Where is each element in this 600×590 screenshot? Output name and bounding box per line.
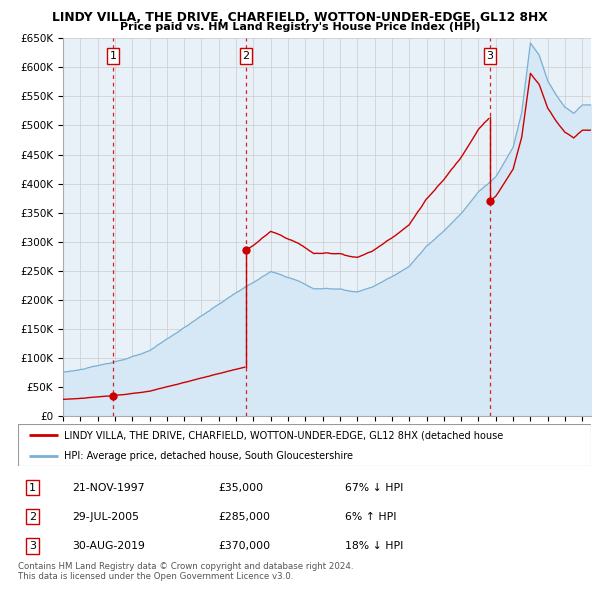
Text: 1: 1 [29,483,36,493]
FancyBboxPatch shape [18,424,591,466]
Text: £370,000: £370,000 [218,541,271,551]
Text: 2: 2 [29,512,36,522]
Text: 3: 3 [487,51,493,61]
Text: LINDY VILLA, THE DRIVE, CHARFIELD, WOTTON-UNDER-EDGE, GL12 8HX (detached house: LINDY VILLA, THE DRIVE, CHARFIELD, WOTTO… [64,430,503,440]
Text: LINDY VILLA, THE DRIVE, CHARFIELD, WOTTON-UNDER-EDGE, GL12 8HX: LINDY VILLA, THE DRIVE, CHARFIELD, WOTTO… [52,11,548,24]
Text: Price paid vs. HM Land Registry's House Price Index (HPI): Price paid vs. HM Land Registry's House … [120,22,480,32]
Text: Contains HM Land Registry data © Crown copyright and database right 2024.
This d: Contains HM Land Registry data © Crown c… [18,562,353,581]
Text: 2: 2 [242,51,250,61]
Text: 18% ↓ HPI: 18% ↓ HPI [344,541,403,551]
Text: £35,000: £35,000 [218,483,263,493]
Text: 6% ↑ HPI: 6% ↑ HPI [344,512,396,522]
Text: 67% ↓ HPI: 67% ↓ HPI [344,483,403,493]
Text: 1: 1 [110,51,116,61]
Text: £285,000: £285,000 [218,512,271,522]
Text: 3: 3 [29,541,36,551]
Text: 30-AUG-2019: 30-AUG-2019 [73,541,145,551]
Text: 21-NOV-1997: 21-NOV-1997 [73,483,145,493]
Text: 29-JUL-2005: 29-JUL-2005 [73,512,139,522]
Text: HPI: Average price, detached house, South Gloucestershire: HPI: Average price, detached house, Sout… [64,451,353,461]
